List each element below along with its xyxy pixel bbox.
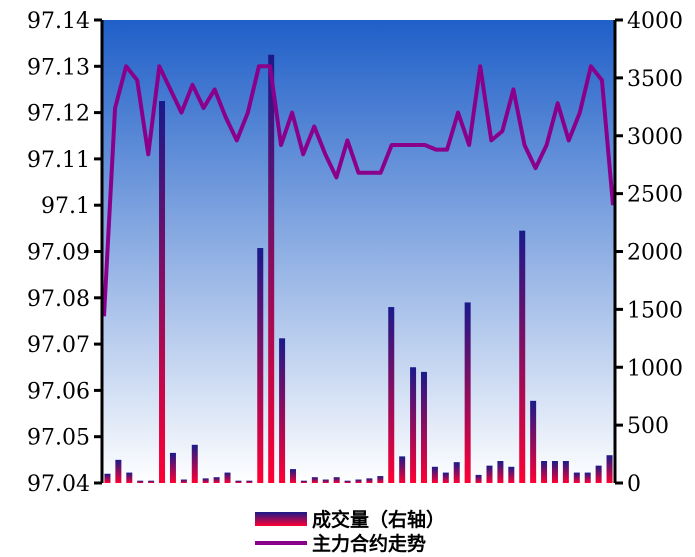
- volume-bar: [464, 302, 471, 483]
- volume-bar: [595, 465, 602, 483]
- volume-bar: [541, 461, 548, 483]
- volume-bar: [584, 472, 591, 483]
- volume-bar: [126, 472, 133, 483]
- volume-bar: [224, 472, 231, 483]
- right-tick-label: 1000: [627, 356, 683, 381]
- right-tick-label: 3000: [627, 125, 683, 150]
- volume-bar: [180, 479, 187, 483]
- legend-line-label: 主力合约走势: [312, 532, 426, 555]
- right-tick-label: 3500: [627, 67, 683, 92]
- right-tick-label: 1500: [627, 298, 683, 323]
- volume-bar: [148, 480, 155, 483]
- right-tick-label: 0: [627, 472, 641, 497]
- volume-bar: [442, 472, 449, 483]
- volume-bar: [355, 479, 362, 483]
- volume-bar: [213, 477, 220, 483]
- trend-line: [102, 64, 615, 317]
- volume-bar: [300, 480, 307, 483]
- volume-bar: [410, 367, 417, 483]
- volume-bar: [508, 466, 515, 483]
- volume-bar: [191, 444, 198, 483]
- volume-bar: [551, 461, 558, 483]
- volume-bar: [399, 456, 406, 483]
- volume-bar: [519, 230, 526, 483]
- left-tick-label: 97.05: [27, 426, 90, 451]
- volume-bar: [420, 371, 427, 483]
- volume-bar: [268, 54, 275, 483]
- volume-bar: [431, 466, 438, 483]
- left-tick-label: 97.14: [27, 9, 90, 34]
- volume-bar: [202, 478, 209, 483]
- right-tick-label: 500: [627, 414, 669, 439]
- volume-bar: [497, 461, 504, 483]
- volume-bar: [606, 455, 613, 483]
- legend-bar-swatch: [255, 512, 307, 526]
- left-tick-label: 97.1: [41, 194, 90, 219]
- volume-bar: [388, 307, 395, 483]
- plot-background: [102, 20, 615, 483]
- volume-bar: [453, 462, 460, 483]
- volume-bar: [377, 476, 384, 483]
- volume-bar: [104, 473, 111, 483]
- volume-bar: [257, 248, 264, 483]
- volume-bar: [279, 338, 286, 483]
- volume-bar: [475, 474, 482, 483]
- left-tick-label: 97.09: [27, 241, 90, 266]
- volume-bar: [530, 400, 537, 483]
- right-tick-label: 2000: [627, 241, 683, 266]
- left-tick-label: 97.07: [27, 333, 90, 358]
- left-tick-label: 97.11: [27, 148, 90, 173]
- left-tick-label: 97.08: [27, 287, 90, 312]
- legend-bar-label: 成交量（右轴）: [312, 508, 445, 531]
- legend: 成交量（右轴） 主力合约走势: [255, 508, 445, 555]
- volume-bar: [486, 465, 493, 483]
- volume-bars: [104, 54, 613, 483]
- right-axis-ticks: 0 500 1000 1500 2000 2500 3000 3500 4000: [615, 9, 683, 497]
- volume-bar: [573, 472, 580, 483]
- volume-bar: [366, 478, 373, 483]
- volume-bar: [246, 480, 253, 483]
- volume-bar: [159, 101, 166, 483]
- left-tick-label: 97.13: [27, 55, 90, 80]
- volume-bar: [562, 461, 569, 483]
- volume-bar: [137, 480, 144, 483]
- right-tick-label: 2500: [627, 183, 683, 208]
- right-tick-label: 4000: [627, 9, 683, 34]
- volume-bar: [333, 477, 340, 483]
- volume-bar: [322, 479, 329, 483]
- volume-bar: [235, 480, 242, 483]
- volume-bar: [344, 480, 351, 483]
- left-tick-label: 97.06: [27, 379, 90, 404]
- left-tick-label: 97.04: [27, 472, 90, 497]
- volume-bar: [169, 452, 176, 483]
- volume-bar: [311, 477, 318, 483]
- left-axis-ticks: 97.04 97.05 97.06 97.07 97.08 97.09 97.1 97.11 9…: [27, 9, 102, 497]
- volume-bar: [290, 469, 297, 483]
- volume-bar: [115, 459, 122, 483]
- left-tick-label: 97.12: [27, 102, 90, 127]
